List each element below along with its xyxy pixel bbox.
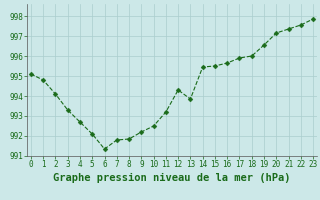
X-axis label: Graphe pression niveau de la mer (hPa): Graphe pression niveau de la mer (hPa) xyxy=(53,173,291,183)
